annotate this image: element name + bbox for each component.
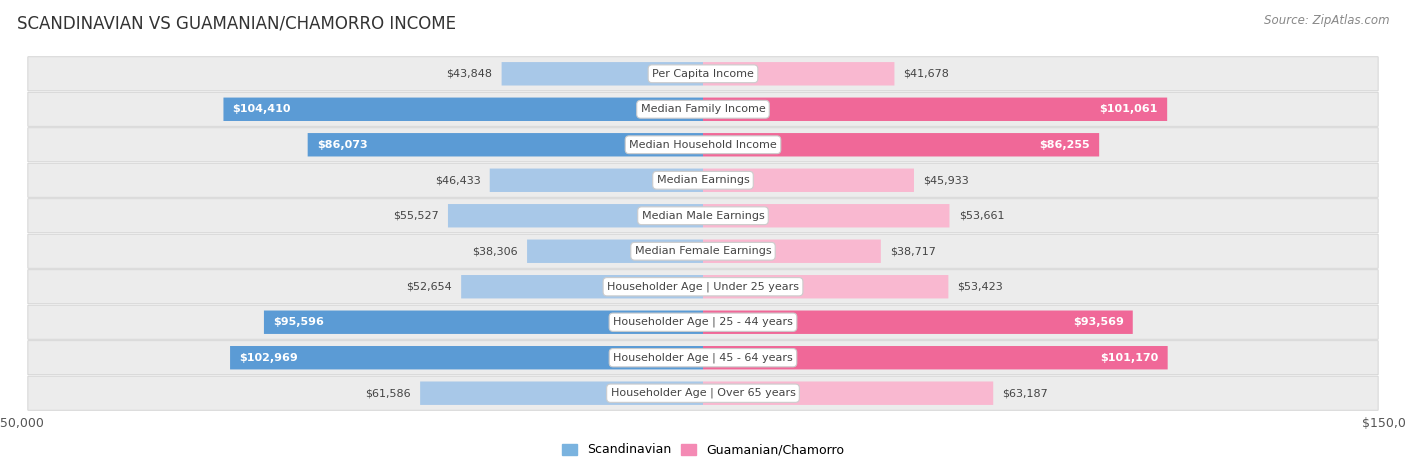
FancyBboxPatch shape: [527, 240, 703, 263]
FancyBboxPatch shape: [28, 376, 1378, 410]
Text: $53,661: $53,661: [959, 211, 1004, 221]
Text: Median Earnings: Median Earnings: [657, 175, 749, 185]
Text: $104,410: $104,410: [232, 104, 291, 114]
Text: Median Household Income: Median Household Income: [628, 140, 778, 150]
FancyBboxPatch shape: [502, 62, 703, 85]
Text: SCANDINAVIAN VS GUAMANIAN/CHAMORRO INCOME: SCANDINAVIAN VS GUAMANIAN/CHAMORRO INCOM…: [17, 14, 456, 32]
Text: Householder Age | Over 65 years: Householder Age | Over 65 years: [610, 388, 796, 398]
Legend: Scandinavian, Guamanian/Chamorro: Scandinavian, Guamanian/Chamorro: [557, 439, 849, 461]
Text: Median Female Earnings: Median Female Earnings: [634, 246, 772, 256]
Text: $86,255: $86,255: [1039, 140, 1090, 150]
FancyBboxPatch shape: [28, 199, 1378, 233]
FancyBboxPatch shape: [28, 305, 1378, 339]
Text: Median Family Income: Median Family Income: [641, 104, 765, 114]
FancyBboxPatch shape: [703, 62, 894, 85]
Text: Householder Age | 45 - 64 years: Householder Age | 45 - 64 years: [613, 353, 793, 363]
FancyBboxPatch shape: [28, 57, 1378, 91]
Text: Householder Age | 25 - 44 years: Householder Age | 25 - 44 years: [613, 317, 793, 327]
Text: Householder Age | Under 25 years: Householder Age | Under 25 years: [607, 282, 799, 292]
Text: $63,187: $63,187: [1002, 388, 1047, 398]
FancyBboxPatch shape: [420, 382, 703, 405]
FancyBboxPatch shape: [28, 341, 1378, 375]
Text: $93,569: $93,569: [1073, 317, 1123, 327]
FancyBboxPatch shape: [28, 234, 1378, 268]
Text: Per Capita Income: Per Capita Income: [652, 69, 754, 79]
Text: $45,933: $45,933: [924, 175, 969, 185]
FancyBboxPatch shape: [461, 275, 703, 298]
Text: $38,717: $38,717: [890, 246, 936, 256]
FancyBboxPatch shape: [703, 346, 1167, 369]
FancyBboxPatch shape: [703, 98, 1167, 121]
Text: Median Male Earnings: Median Male Earnings: [641, 211, 765, 221]
FancyBboxPatch shape: [703, 204, 949, 227]
FancyBboxPatch shape: [703, 133, 1099, 156]
Text: $102,969: $102,969: [239, 353, 298, 363]
Text: $55,527: $55,527: [394, 211, 439, 221]
FancyBboxPatch shape: [703, 382, 993, 405]
Text: $101,061: $101,061: [1099, 104, 1159, 114]
FancyBboxPatch shape: [703, 169, 914, 192]
Text: $46,433: $46,433: [434, 175, 481, 185]
Text: $52,654: $52,654: [406, 282, 451, 292]
FancyBboxPatch shape: [28, 163, 1378, 197]
FancyBboxPatch shape: [703, 240, 880, 263]
FancyBboxPatch shape: [489, 169, 703, 192]
FancyBboxPatch shape: [28, 128, 1378, 162]
FancyBboxPatch shape: [308, 133, 703, 156]
Text: $61,586: $61,586: [366, 388, 411, 398]
Text: $43,848: $43,848: [447, 69, 492, 79]
FancyBboxPatch shape: [28, 92, 1378, 126]
FancyBboxPatch shape: [703, 275, 949, 298]
Text: $86,073: $86,073: [316, 140, 367, 150]
Text: Source: ZipAtlas.com: Source: ZipAtlas.com: [1264, 14, 1389, 27]
FancyBboxPatch shape: [231, 346, 703, 369]
FancyBboxPatch shape: [264, 311, 703, 334]
FancyBboxPatch shape: [703, 311, 1133, 334]
Text: $101,170: $101,170: [1101, 353, 1159, 363]
FancyBboxPatch shape: [224, 98, 703, 121]
Text: $38,306: $38,306: [472, 246, 517, 256]
FancyBboxPatch shape: [28, 270, 1378, 304]
Text: $95,596: $95,596: [273, 317, 323, 327]
Text: $53,423: $53,423: [957, 282, 1004, 292]
Text: $41,678: $41,678: [904, 69, 949, 79]
FancyBboxPatch shape: [449, 204, 703, 227]
